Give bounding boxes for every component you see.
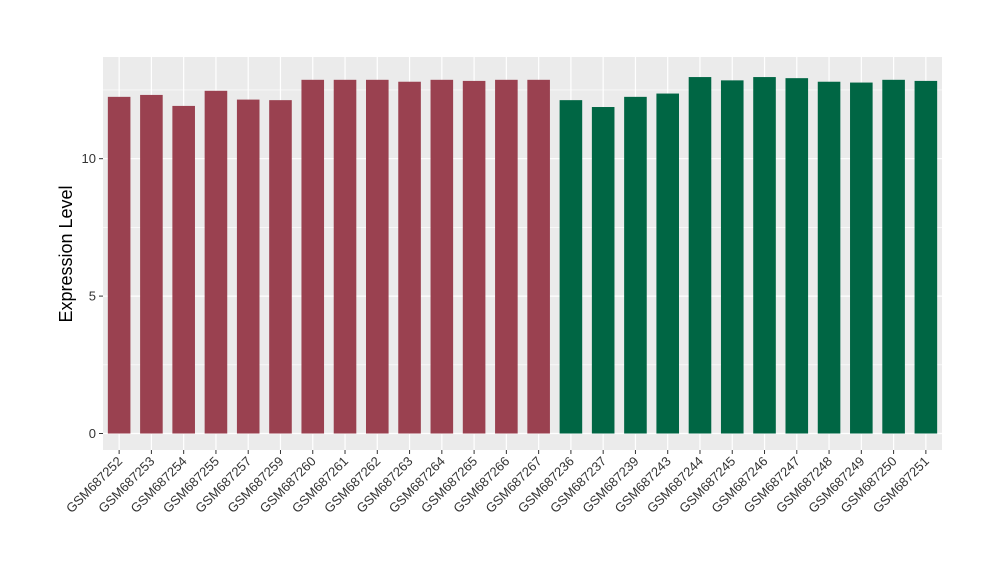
bar-GSM687253 xyxy=(140,94,163,434)
y-tick-label: 10 xyxy=(82,151,96,166)
bar-GSM687237 xyxy=(591,107,615,434)
y-tick-label: 5 xyxy=(89,289,96,304)
bar-GSM687246 xyxy=(753,77,776,434)
bar-GSM687236 xyxy=(559,100,583,434)
y-axis-title: Expression Level xyxy=(56,185,76,322)
bar-GSM687260 xyxy=(301,79,325,434)
bar-GSM687255 xyxy=(204,90,228,434)
bar-GSM687261 xyxy=(333,79,357,434)
bar-GSM687265 xyxy=(462,80,486,434)
bar-GSM687251 xyxy=(914,80,938,434)
bar-GSM687249 xyxy=(850,82,873,434)
bar-GSM687245 xyxy=(720,80,744,434)
bar-GSM687264 xyxy=(430,79,454,434)
bar-GSM687243 xyxy=(656,93,680,434)
bar-GSM687252 xyxy=(107,96,131,434)
x-axis: GSM687252GSM687253GSM687254GSM687255GSM6… xyxy=(63,450,932,516)
bar-GSM687248 xyxy=(817,81,841,434)
bar-GSM687263 xyxy=(398,81,421,434)
bars xyxy=(107,77,938,434)
bar-GSM687254 xyxy=(172,105,195,434)
bar-GSM687266 xyxy=(495,79,518,434)
bar-GSM687239 xyxy=(624,96,647,434)
bar-GSM687259 xyxy=(269,100,292,434)
bar-GSM687257 xyxy=(236,99,260,434)
plot-panel xyxy=(103,57,942,450)
y-tick-label: 0 xyxy=(89,426,96,441)
bar-GSM687244 xyxy=(688,77,712,434)
bar-GSM687267 xyxy=(527,79,550,434)
bar-GSM687247 xyxy=(785,78,809,434)
bar-GSM687262 xyxy=(365,79,389,434)
y-axis: 0 5 10 xyxy=(82,151,103,441)
bar-GSM687250 xyxy=(882,79,905,434)
